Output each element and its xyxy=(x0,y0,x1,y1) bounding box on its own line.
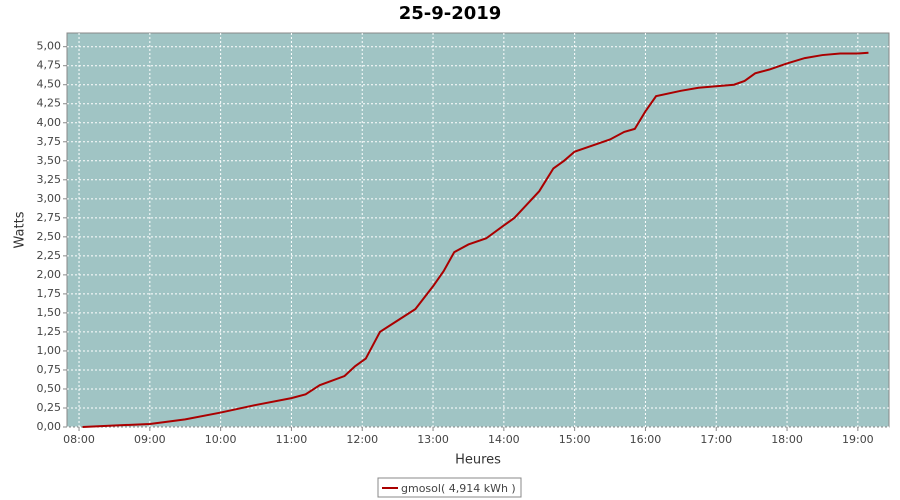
y-tick-label: 4,00 xyxy=(37,116,62,129)
x-tick-label: 13:00 xyxy=(417,433,449,446)
y-tick-label: 1,00 xyxy=(37,344,62,357)
y-tick-label: 4,75 xyxy=(37,59,62,72)
x-tick-label: 18:00 xyxy=(771,433,803,446)
y-tick-label: 0,00 xyxy=(37,420,62,433)
y-tick-label: 2,50 xyxy=(37,230,62,243)
x-axis-label: Heures xyxy=(455,453,501,468)
y-tick-label: 0,25 xyxy=(37,401,62,414)
y-tick-label: 3,25 xyxy=(37,173,62,186)
x-tick-label: 08:00 xyxy=(63,433,95,446)
y-tick-label: 2,25 xyxy=(37,249,62,262)
y-tick-label: 2,00 xyxy=(37,268,62,281)
y-axis-label: Watts xyxy=(13,211,28,248)
y-tick-label: 1,75 xyxy=(37,287,62,300)
y-tick-label: 4,50 xyxy=(37,78,62,91)
y-tick-label: 1,50 xyxy=(37,306,62,319)
legend-label: gmosol( 4,914 kWh ) xyxy=(401,482,516,495)
y-tick-label: 3,50 xyxy=(37,154,62,167)
x-tick-label: 14:00 xyxy=(488,433,520,446)
y-tick-label: 2,75 xyxy=(37,211,62,224)
y-tick-label: 1,25 xyxy=(37,325,62,338)
x-tick-label: 15:00 xyxy=(559,433,591,446)
x-tick-label: 16:00 xyxy=(630,433,662,446)
data-line xyxy=(82,51,869,428)
x-tick-label: 10:00 xyxy=(205,433,237,446)
x-tick-label: 19:00 xyxy=(842,433,874,446)
x-tick-label: 12:00 xyxy=(346,433,378,446)
x-tick-label: 17:00 xyxy=(700,433,732,446)
y-tick-label: 0,50 xyxy=(37,382,62,395)
y-tick-label: 0,75 xyxy=(37,363,62,376)
x-tick-label: 11:00 xyxy=(276,433,308,446)
y-tick-label: 4,25 xyxy=(37,97,62,110)
x-tick-label: 09:00 xyxy=(134,433,166,446)
chart-title: 25-9-2019 xyxy=(399,3,502,24)
y-tick-label: 3,00 xyxy=(37,192,62,205)
y-tick-label: 3,75 xyxy=(37,135,62,148)
plot-area xyxy=(66,32,890,428)
legend-box xyxy=(377,477,522,498)
y-tick-label: 5,00 xyxy=(37,40,62,53)
